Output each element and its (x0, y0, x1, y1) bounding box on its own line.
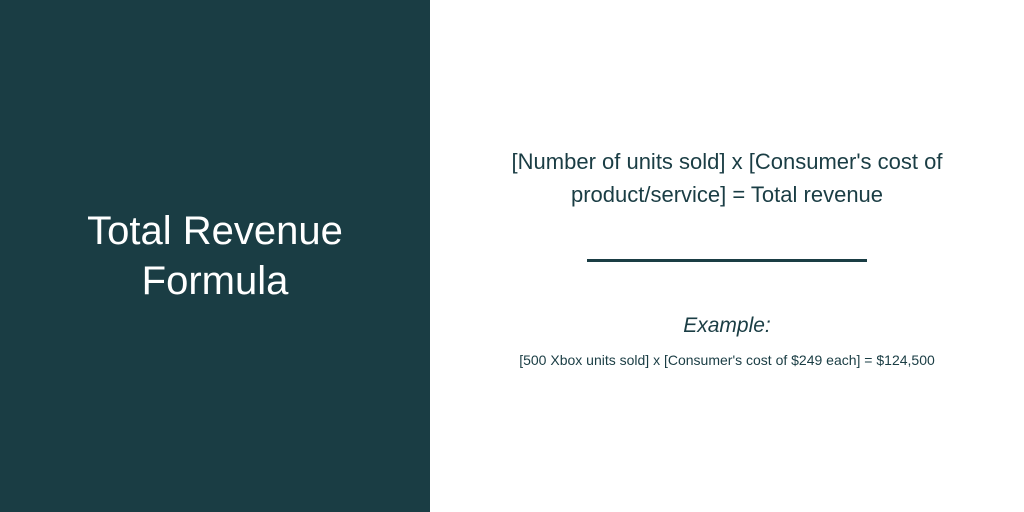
formula-text: [Number of units sold] x [Consumer's cos… (487, 145, 967, 211)
example-text: [500 Xbox units sold] x [Consumer's cost… (519, 352, 935, 368)
right-panel: [Number of units sold] x [Consumer's cos… (430, 0, 1024, 512)
page-title: Total Revenue Formula (40, 206, 390, 306)
example-label: Example: (683, 314, 771, 338)
divider (587, 259, 867, 262)
left-panel: Total Revenue Formula (0, 0, 430, 512)
